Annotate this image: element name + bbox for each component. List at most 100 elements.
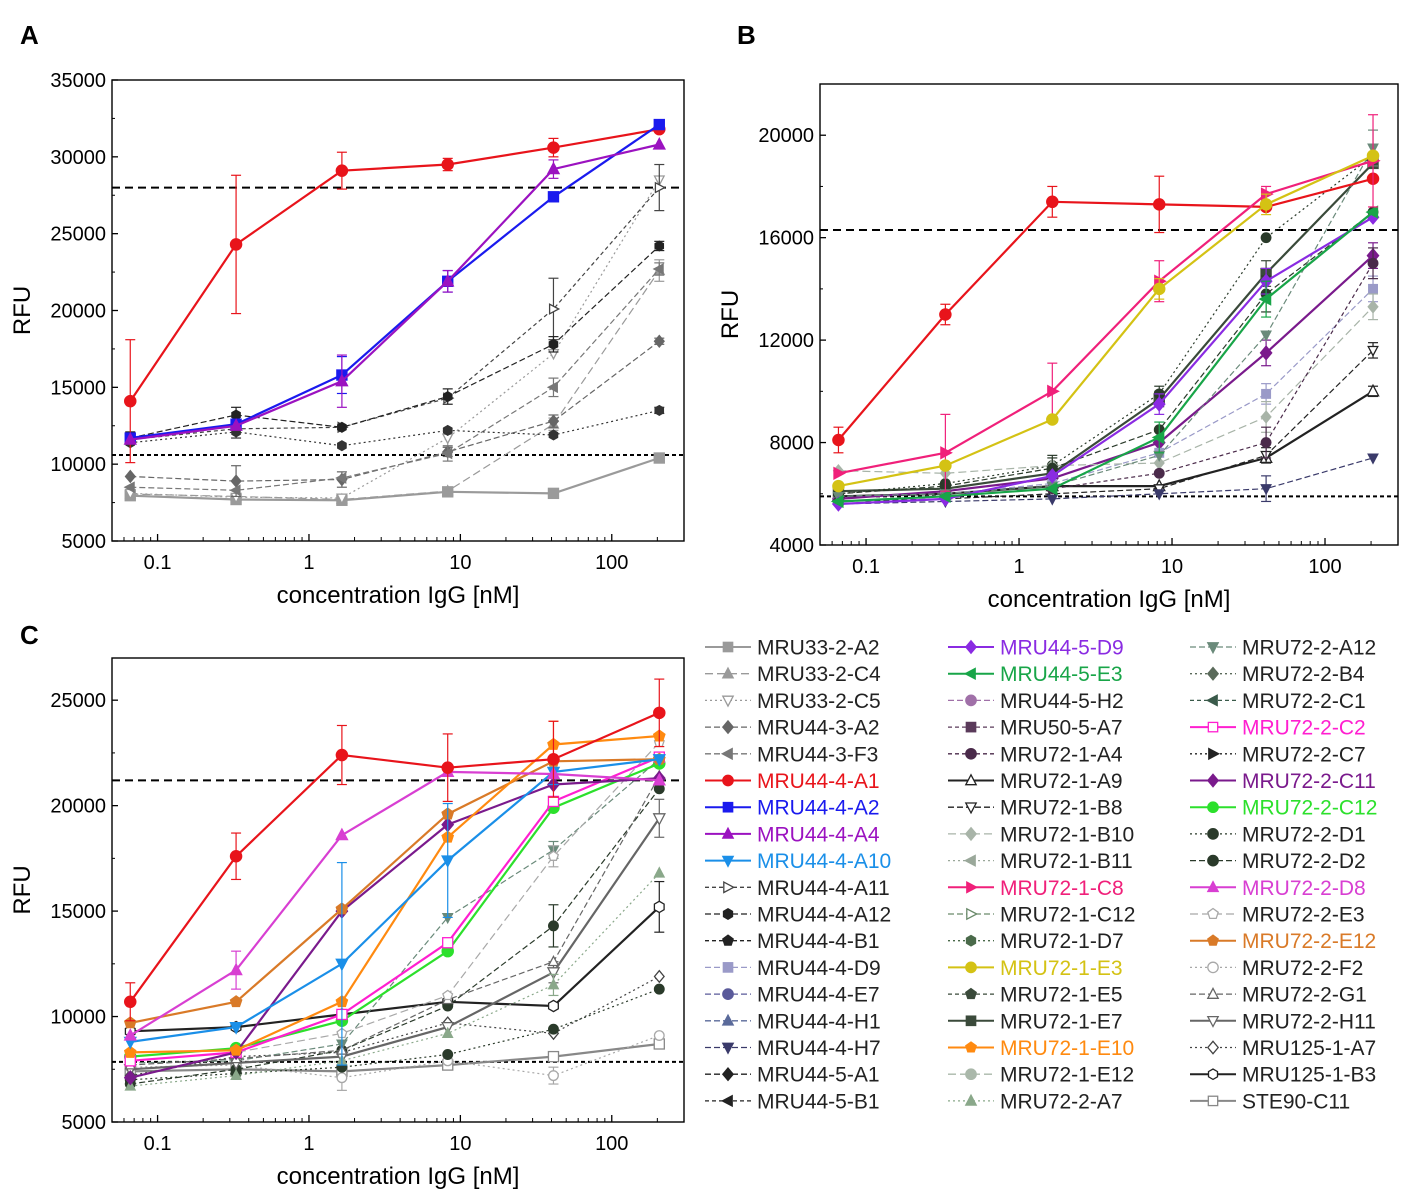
legend-marker [966, 881, 979, 894]
y-tick-label: 15000 [50, 377, 106, 399]
legend-item-mru44-4-h1: MRU44-4-H1 [705, 1010, 881, 1033]
legend-marker [964, 639, 978, 655]
legend-label: MRU44-4-E7 [757, 984, 880, 1007]
legend-marker [965, 987, 977, 1000]
legend-label: MRU72-2-D8 [1242, 877, 1366, 900]
x-tick-label: 0.1 [852, 556, 880, 578]
y-tick-label: 5000 [62, 1112, 107, 1134]
legend-label: MRU44-4-B1 [757, 930, 880, 953]
panel-letter: B [737, 20, 756, 50]
y-tick-label: 25000 [50, 690, 106, 712]
y-tick-label: 12000 [758, 330, 814, 352]
legend-label: MRU72-1-E3 [1000, 957, 1123, 980]
data-point [229, 238, 243, 251]
legend-label: MRU125-1-A7 [1242, 1037, 1376, 1060]
legend-item-mru72-1-d7: MRU72-1-D7 [948, 930, 1124, 953]
data-point [1151, 430, 1165, 445]
data-point [654, 240, 665, 252]
legend-item-mru72-2-c7: MRU72-2-C7 [1190, 743, 1366, 766]
data-point [442, 989, 454, 1001]
legend-label: MRU72-2-A12 [1242, 637, 1376, 660]
legend-label: MRU44-4-A11 [757, 877, 890, 900]
y-tick-label: 8000 [770, 433, 815, 455]
legend-label: MRU44-4-H7 [757, 1037, 881, 1060]
legend-marker [721, 1066, 735, 1082]
data-point [653, 452, 665, 464]
series-mru44-3-f3 [123, 262, 665, 497]
legend-marker [1206, 642, 1220, 655]
legend-item-mru44-4-a10: MRU44-4-A10 [705, 850, 891, 873]
legend-marker [1206, 773, 1220, 788]
legend-marker [964, 773, 978, 786]
data-point [547, 191, 560, 203]
legend-marker [722, 934, 734, 946]
legend-marker [1207, 828, 1219, 840]
legend-item-mru44-3-f3: MRU44-3-F3 [705, 743, 878, 766]
legend-marker [722, 908, 734, 920]
y-tick-label: 20000 [50, 796, 106, 818]
series-mru44-4-d9 [833, 275, 1379, 502]
data-point [1367, 257, 1379, 269]
data-point [939, 308, 952, 321]
legend-marker [722, 801, 734, 813]
legend-label: MRU44-5-E3 [1000, 663, 1123, 686]
panel-a: A 5000 10000 15000 20000 25000 30000 35000 0.1 1 1… [9, 20, 685, 609]
data-point [442, 937, 454, 949]
series-mru72-1-b10 [832, 293, 1379, 481]
legend-item-mru44-4-a4: MRU44-4-A4 [705, 823, 880, 846]
data-point [830, 494, 844, 509]
x-tick-label: 0.1 [144, 552, 172, 574]
legend-marker [720, 1094, 733, 1108]
legend-item-mru44-5-a1: MRU44-5-A1 [705, 1064, 880, 1087]
data-point [652, 754, 666, 767]
data-point [548, 338, 559, 350]
legend-label: MRU72-1-A9 [1000, 770, 1123, 793]
legend-marker [721, 855, 735, 868]
data-point [229, 850, 243, 863]
legend-item-mru33-2-c4: MRU33-2-C4 [705, 663, 881, 686]
legend-item-mru72-1-e7: MRU72-1-E7 [948, 1010, 1123, 1033]
series-mru72-2-a7 [124, 866, 666, 1091]
data-point [547, 850, 560, 861]
x-axis-label: concentration IgG [nM] [988, 586, 1231, 613]
legend-marker [965, 1015, 977, 1027]
legend-marker [721, 695, 735, 708]
legend-marker [964, 1093, 978, 1106]
series-line [130, 906, 661, 1033]
legend-label: MRU72-2-F2 [1242, 957, 1363, 980]
series-mru33-2-c4 [124, 259, 666, 504]
x-tick-label: 1 [303, 1133, 314, 1155]
series-mru72-2-d2 [124, 783, 665, 1090]
series-mru44-4-a12 [125, 240, 665, 445]
legend-marker [965, 721, 977, 733]
legend-marker [721, 1013, 735, 1026]
series-line [130, 734, 660, 1054]
legend-label: MRU44-5-H2 [1000, 690, 1124, 713]
legend-item-mru72-1-a4: MRU72-1-A4 [948, 743, 1123, 766]
data-point [1045, 468, 1059, 484]
data-point [652, 137, 666, 150]
legend-label: MRU44-4-A4 [757, 823, 880, 846]
legend-label: MRU44-5-D9 [1000, 637, 1124, 660]
legend-label: MRU72-2-C7 [1242, 743, 1366, 766]
series-line [130, 268, 660, 491]
data-point [229, 995, 243, 1008]
legend-item-mru72-2-e3: MRU72-2-E3 [1190, 904, 1365, 927]
y-tick-label: 20000 [758, 125, 814, 147]
legend-item-mru44-4-e7: MRU44-4-E7 [705, 984, 880, 1007]
legend-item-mru72-1-b8: MRU72-1-B8 [948, 797, 1123, 820]
data-point [441, 158, 454, 171]
series-mru44-3-a2 [124, 334, 665, 498]
legend-item-mru72-1-e5: MRU72-1-E5 [948, 984, 1123, 1007]
data-point [547, 955, 560, 967]
legend-label: MRU72-1-E10 [1000, 1037, 1134, 1060]
y-tick-label: 25000 [50, 224, 106, 246]
legend-item-mru44-4-a12: MRU44-4-A12 [705, 904, 891, 927]
series-mru33-2-a2 [124, 452, 665, 506]
series-line [838, 159, 1374, 475]
legend-marker [722, 641, 734, 653]
x-tick-label: 100 [595, 552, 628, 574]
data-point [548, 1023, 559, 1035]
series-line [130, 756, 660, 1062]
series-mru72-2-h11 [123, 798, 666, 1077]
